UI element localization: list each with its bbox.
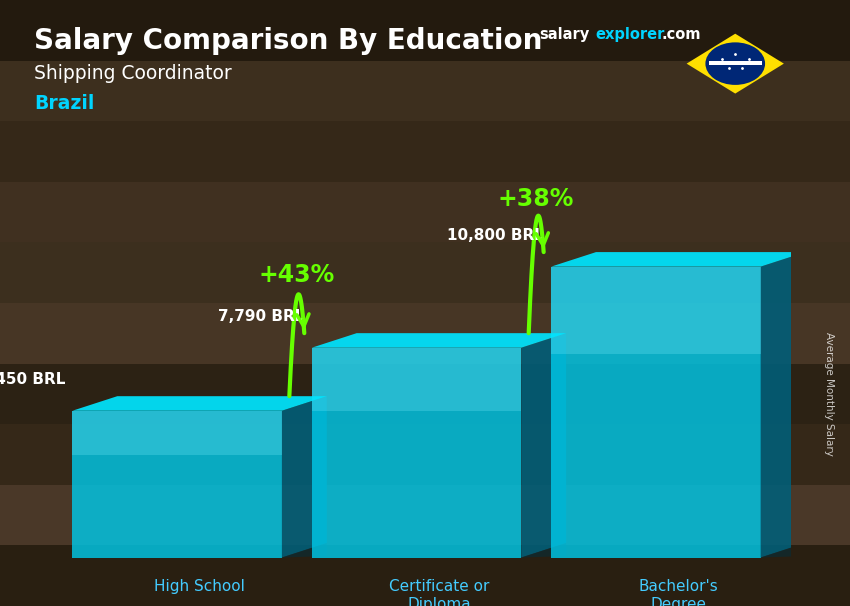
Polygon shape xyxy=(709,61,762,65)
Bar xyxy=(0,424,850,485)
Bar xyxy=(0,0,850,61)
Bar xyxy=(0,121,850,242)
Bar xyxy=(0,485,850,545)
Text: Average Monthly Salary: Average Monthly Salary xyxy=(824,332,834,456)
Circle shape xyxy=(706,42,765,85)
Polygon shape xyxy=(551,252,806,267)
Bar xyxy=(0,0,850,61)
Bar xyxy=(0,364,850,485)
Bar xyxy=(0,242,850,303)
Bar xyxy=(0,545,850,606)
Polygon shape xyxy=(761,543,806,558)
Text: Bachelor's
Degree: Bachelor's Degree xyxy=(638,579,718,606)
Polygon shape xyxy=(72,411,282,558)
Text: Certificate or
Diploma: Certificate or Diploma xyxy=(388,579,489,606)
Polygon shape xyxy=(312,333,566,348)
Bar xyxy=(0,61,850,121)
Polygon shape xyxy=(551,267,761,354)
Bar xyxy=(0,182,850,242)
Bar xyxy=(0,242,850,364)
Polygon shape xyxy=(761,252,806,558)
Polygon shape xyxy=(282,396,326,558)
Polygon shape xyxy=(312,348,521,558)
Text: 10,800 BRL: 10,800 BRL xyxy=(447,228,544,243)
Polygon shape xyxy=(687,34,784,93)
Text: Shipping Coordinator: Shipping Coordinator xyxy=(34,64,232,82)
Polygon shape xyxy=(312,348,521,411)
Bar xyxy=(0,121,850,182)
Text: 5,450 BRL: 5,450 BRL xyxy=(0,372,65,387)
Text: .com: .com xyxy=(661,27,700,42)
Polygon shape xyxy=(521,543,566,558)
Text: +38%: +38% xyxy=(498,187,575,210)
Text: Brazil: Brazil xyxy=(34,94,94,113)
Text: salary: salary xyxy=(540,27,590,42)
Bar xyxy=(0,364,850,424)
Bar xyxy=(0,303,850,364)
Text: Salary Comparison By Education: Salary Comparison By Education xyxy=(34,27,542,55)
Polygon shape xyxy=(72,411,282,454)
Text: High School: High School xyxy=(154,579,245,594)
Polygon shape xyxy=(282,543,326,558)
Polygon shape xyxy=(521,333,566,558)
Text: 7,790 BRL: 7,790 BRL xyxy=(218,309,304,324)
Text: explorer: explorer xyxy=(595,27,665,42)
Polygon shape xyxy=(72,396,326,411)
Text: +43%: +43% xyxy=(258,263,335,287)
Polygon shape xyxy=(551,267,761,558)
Bar xyxy=(0,545,850,606)
